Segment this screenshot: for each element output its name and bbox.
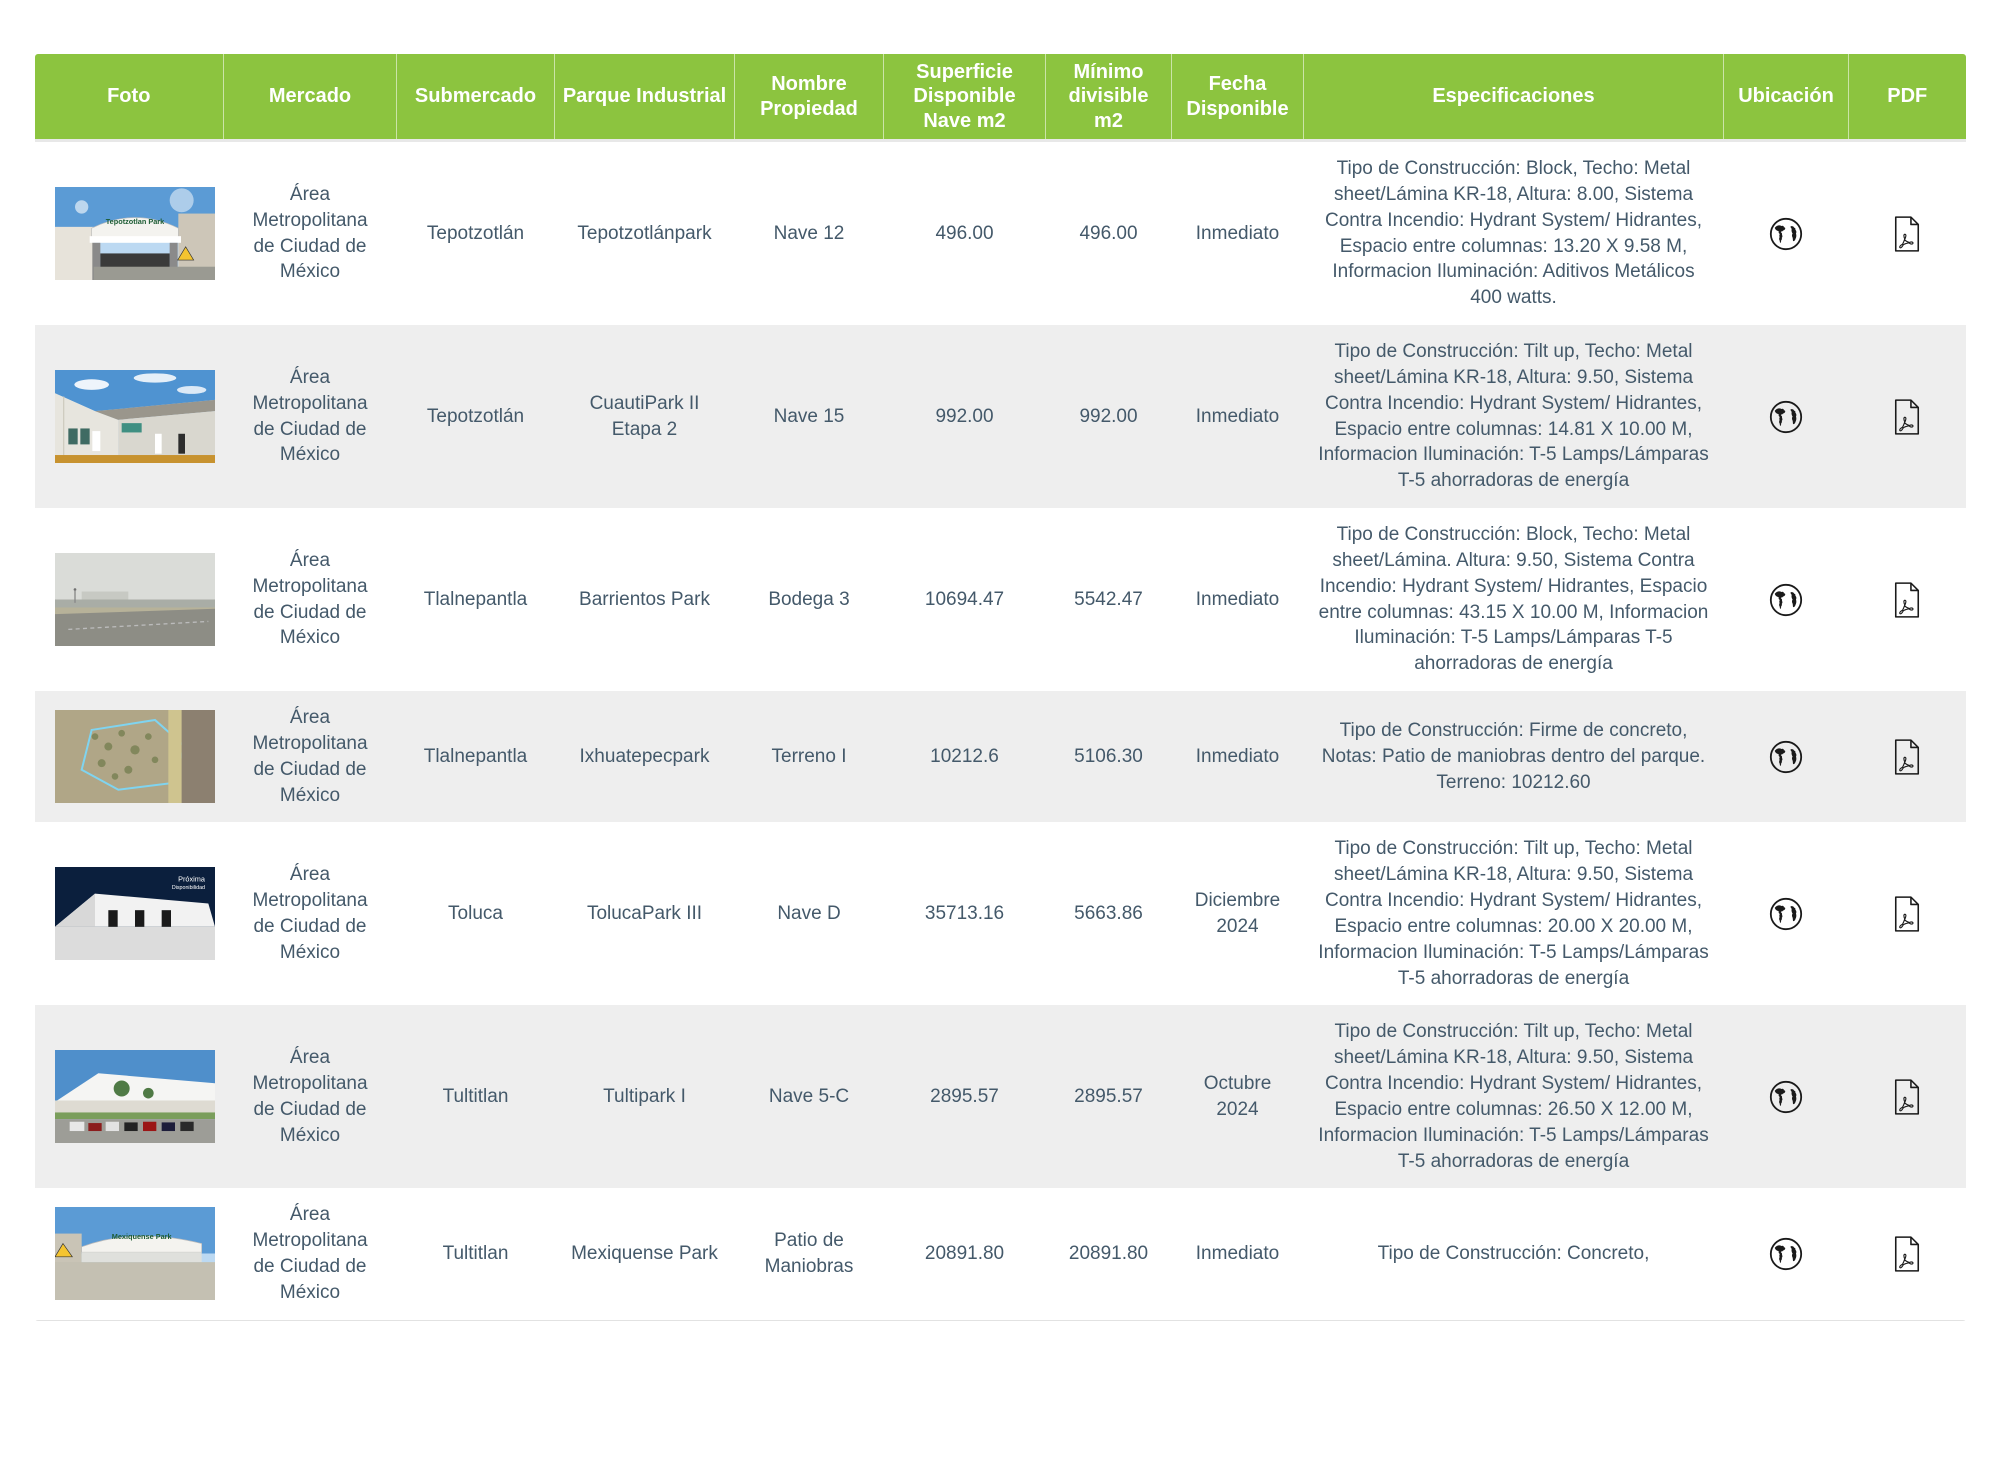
svg-text:Tepotzotlan Park: Tepotzotlan Park bbox=[105, 217, 164, 226]
svg-text:Mexiquense Park: Mexiquense Park bbox=[111, 1232, 172, 1241]
svg-text:Próxima: Próxima bbox=[178, 875, 206, 884]
svg-text:Disponibilidad: Disponibilidad bbox=[171, 885, 204, 891]
